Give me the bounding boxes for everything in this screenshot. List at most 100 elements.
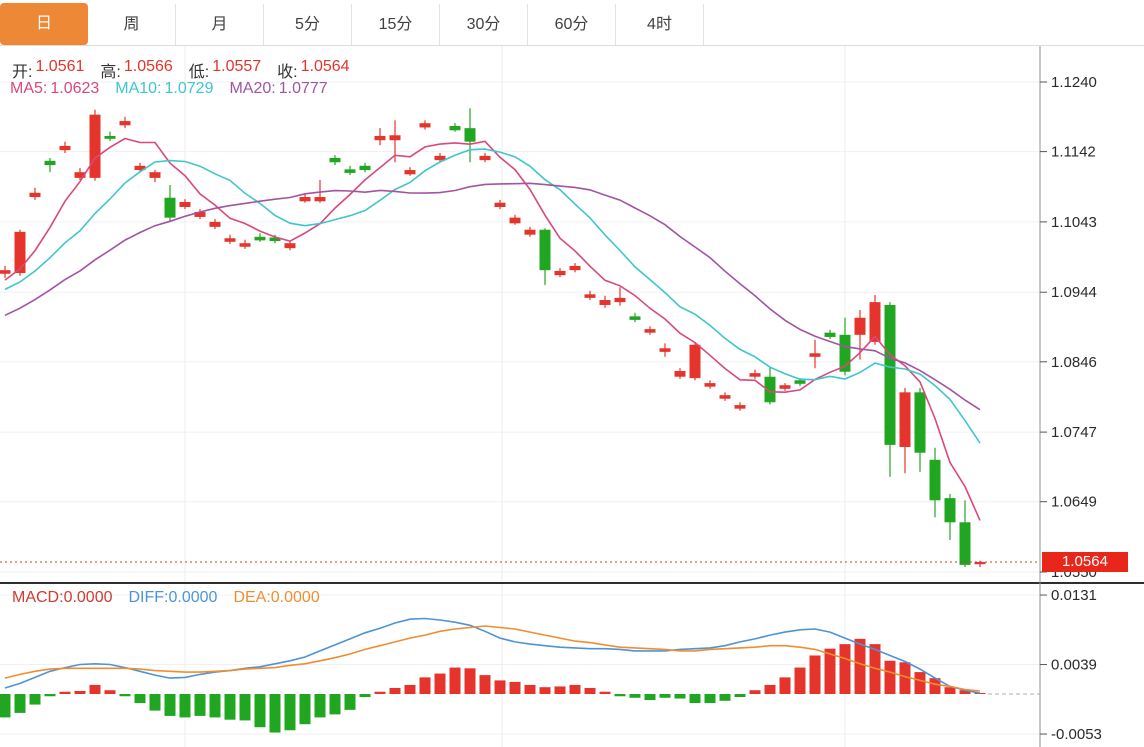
candle-body [374, 135, 386, 141]
macd-bar [569, 684, 581, 694]
macd-bar [794, 667, 806, 694]
candle-body [974, 562, 986, 565]
candle-body [344, 169, 356, 173]
candle-body [299, 197, 311, 202]
macd-bar [374, 691, 386, 694]
candle-body [704, 383, 716, 387]
candle-body [779, 385, 791, 389]
candle-body [839, 334, 851, 372]
candle-body [134, 165, 146, 171]
dea-line [4, 625, 981, 692]
candle-body [44, 160, 56, 166]
candle-body [434, 155, 446, 161]
tab-day[interactable]: 日 [0, 3, 88, 45]
macd-bar [854, 638, 866, 694]
macd-bar [434, 673, 446, 694]
candle-body [539, 229, 551, 271]
diff-line [4, 617, 981, 694]
candle-body [149, 172, 161, 178]
tab-week[interactable]: 周 [88, 4, 176, 45]
macd-bar [224, 694, 236, 720]
macd-bar [674, 694, 686, 699]
candle-body [329, 157, 341, 163]
tab-30min[interactable]: 30分 [440, 4, 528, 45]
candle-body [824, 332, 836, 337]
candle-body [794, 380, 806, 384]
ma10-label: MA10: [115, 80, 162, 97]
ma10-value: 1.0729 [164, 80, 214, 97]
high-value: 1.0566 [123, 58, 173, 75]
candle-body [464, 128, 476, 142]
macd-bar [449, 667, 461, 694]
ma20-label: MA20: [229, 80, 276, 97]
axis-tick-label: 1.0649 [1051, 494, 1097, 511]
candle-body [569, 265, 581, 271]
macd-bar [809, 655, 821, 694]
macd-bar [164, 694, 176, 716]
low-label: 低: [188, 64, 210, 81]
macd-bar [269, 694, 281, 733]
macd-bar [659, 694, 671, 698]
candle-body [0, 270, 11, 274]
axis-tick-label: 0.0131 [1051, 587, 1097, 604]
macd-bar [149, 694, 161, 711]
candle-body [164, 197, 176, 218]
macd-bar [914, 672, 926, 694]
candle-body [59, 145, 71, 151]
candle-body [494, 202, 506, 207]
macd-bar [584, 687, 596, 694]
macd-bar [509, 681, 521, 694]
macd-bar [0, 694, 11, 718]
macd-bar [44, 694, 56, 697]
candle-body [674, 371, 686, 377]
tab-5min[interactable]: 5分 [264, 4, 352, 45]
candle-body [479, 155, 491, 161]
candle-body [689, 344, 701, 379]
macd-bar [239, 694, 251, 721]
macd-bar [344, 694, 356, 710]
candle-body [734, 405, 746, 409]
macd-bar [929, 678, 941, 694]
candle-body [254, 236, 266, 241]
ma5-value: 1.0623 [50, 80, 100, 97]
close-value: 1.0564 [300, 58, 350, 75]
candle-body [944, 498, 956, 523]
macd-bar [764, 684, 776, 694]
candle-body [749, 373, 761, 377]
candle-body [209, 221, 221, 227]
macd-bar [974, 693, 986, 694]
candle-body [104, 135, 116, 139]
axis-tick-label: 1.1043 [1051, 214, 1097, 231]
diff-label: DIFF: [128, 589, 169, 606]
ma20-value: 1.0777 [278, 80, 328, 97]
open-value: 1.0561 [35, 58, 85, 75]
candle-body [119, 121, 131, 126]
candle-body [509, 217, 521, 224]
tab-4hour[interactable]: 4时 [616, 4, 704, 45]
candle-body [419, 123, 431, 128]
macd-bar [749, 690, 761, 694]
axis-tick-label: 1.0846 [1051, 354, 1097, 371]
macd-bar [74, 690, 86, 694]
axis-tick-label: 0.0039 [1051, 657, 1097, 674]
tab-60min[interactable]: 60分 [528, 4, 616, 45]
macd-bar [839, 644, 851, 694]
macd-bar [479, 675, 491, 694]
macd-bar [284, 694, 296, 731]
candle-body [584, 294, 596, 298]
candle-body [284, 243, 296, 249]
macd-value: 0.0000 [63, 589, 113, 606]
macd-bar [209, 694, 221, 718]
macd-bar [629, 694, 641, 698]
tab-month[interactable]: 月 [176, 4, 264, 45]
candle-body [884, 304, 896, 445]
tab-15min[interactable]: 15分 [352, 4, 440, 45]
macd-bar [554, 686, 566, 694]
close-label: 收: [277, 64, 298, 81]
macd-bar [644, 694, 656, 701]
ma5-label: MA5: [10, 80, 48, 97]
macd-bar [134, 694, 146, 704]
candle-body [404, 170, 416, 175]
